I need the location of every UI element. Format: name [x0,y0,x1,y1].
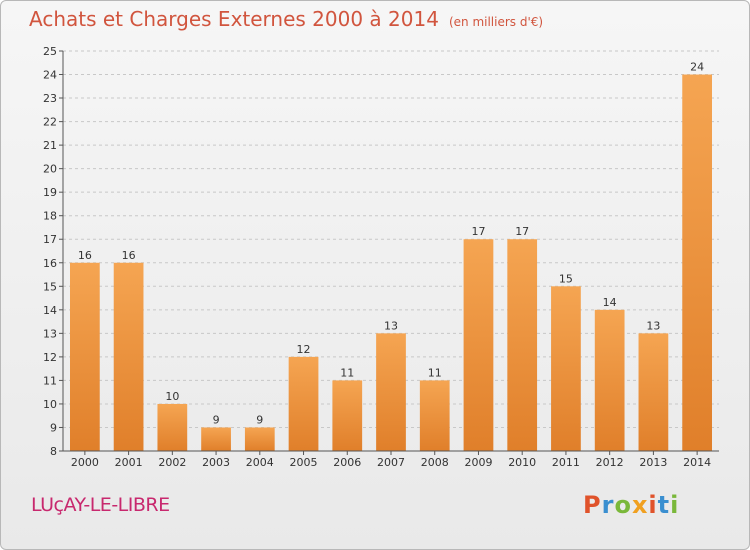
data-label: 12 [297,343,311,356]
bar [244,427,275,451]
x-tick-label: 2007 [377,456,405,469]
data-label: 24 [690,61,704,74]
data-label: 14 [603,296,617,309]
chart-title: Achats et Charges Externes 2000 à 2014 (e… [29,7,543,31]
title-text: Achats et Charges Externes 2000 à 2014 [29,7,439,31]
bar [69,262,100,451]
data-label: 16 [78,249,92,262]
x-tick-label: 2010 [508,456,536,469]
x-tick-label: 2006 [333,456,361,469]
y-tick-label: 22 [43,116,57,129]
bar [638,333,669,451]
y-tick-label: 10 [43,398,57,411]
bar [682,74,713,451]
y-tick-label: 8 [50,445,57,458]
data-label: 17 [471,225,485,238]
x-tick-label: 2001 [115,456,143,469]
bar [419,380,450,451]
bar [551,286,581,451]
y-tick-label: 14 [43,304,57,317]
data-label: 11 [428,366,442,379]
x-tick-label: 2011 [552,456,580,469]
bar [201,427,231,451]
x-tick-label: 2003 [202,456,230,469]
y-tick-label: 13 [43,327,57,340]
x-tick-label: 2013 [639,456,667,469]
x-tick-label: 2008 [421,456,449,469]
bar [507,239,538,451]
x-tick-label: 2000 [71,456,99,469]
y-tick-label: 19 [43,186,57,199]
x-tick-label: 2004 [246,456,274,469]
bar [594,309,625,451]
data-label: 13 [384,319,398,332]
data-label: 10 [165,390,179,403]
y-tick-label: 15 [43,280,57,293]
data-label: 11 [340,366,354,379]
bar [376,333,406,451]
bar [332,380,363,451]
bar [113,262,144,451]
data-label: 13 [646,319,660,332]
y-tick-label: 17 [43,233,57,246]
data-label: 15 [559,272,573,285]
city-name: LUçAY-LE-LIBRE [31,494,170,516]
y-tick-label: 20 [43,163,57,176]
data-label: 9 [256,413,263,426]
y-tick-label: 16 [43,257,57,270]
data-label: 17 [515,225,529,238]
bar [288,356,319,451]
bar [157,403,188,451]
x-tick-label: 2012 [596,456,624,469]
x-tick-label: 2014 [683,456,711,469]
y-tick-label: 24 [43,69,57,82]
x-tick-label: 2005 [290,456,318,469]
y-tick-label: 12 [43,351,57,364]
y-tick-label: 25 [43,45,57,58]
data-label: 16 [122,249,136,262]
y-tick-label: 18 [43,210,57,223]
data-label: 9 [213,413,220,426]
proxiti-logo[interactable]: Proxiti [583,491,680,519]
y-tick-label: 23 [43,92,57,105]
y-tick-label: 9 [50,421,57,434]
bar [463,239,494,451]
title-unit: (en milliers d'€) [448,15,544,29]
x-tick-label: 2009 [464,456,492,469]
y-tick-label: 11 [43,374,57,387]
y-tick-label: 21 [43,139,57,152]
x-tick-label: 2002 [158,456,186,469]
